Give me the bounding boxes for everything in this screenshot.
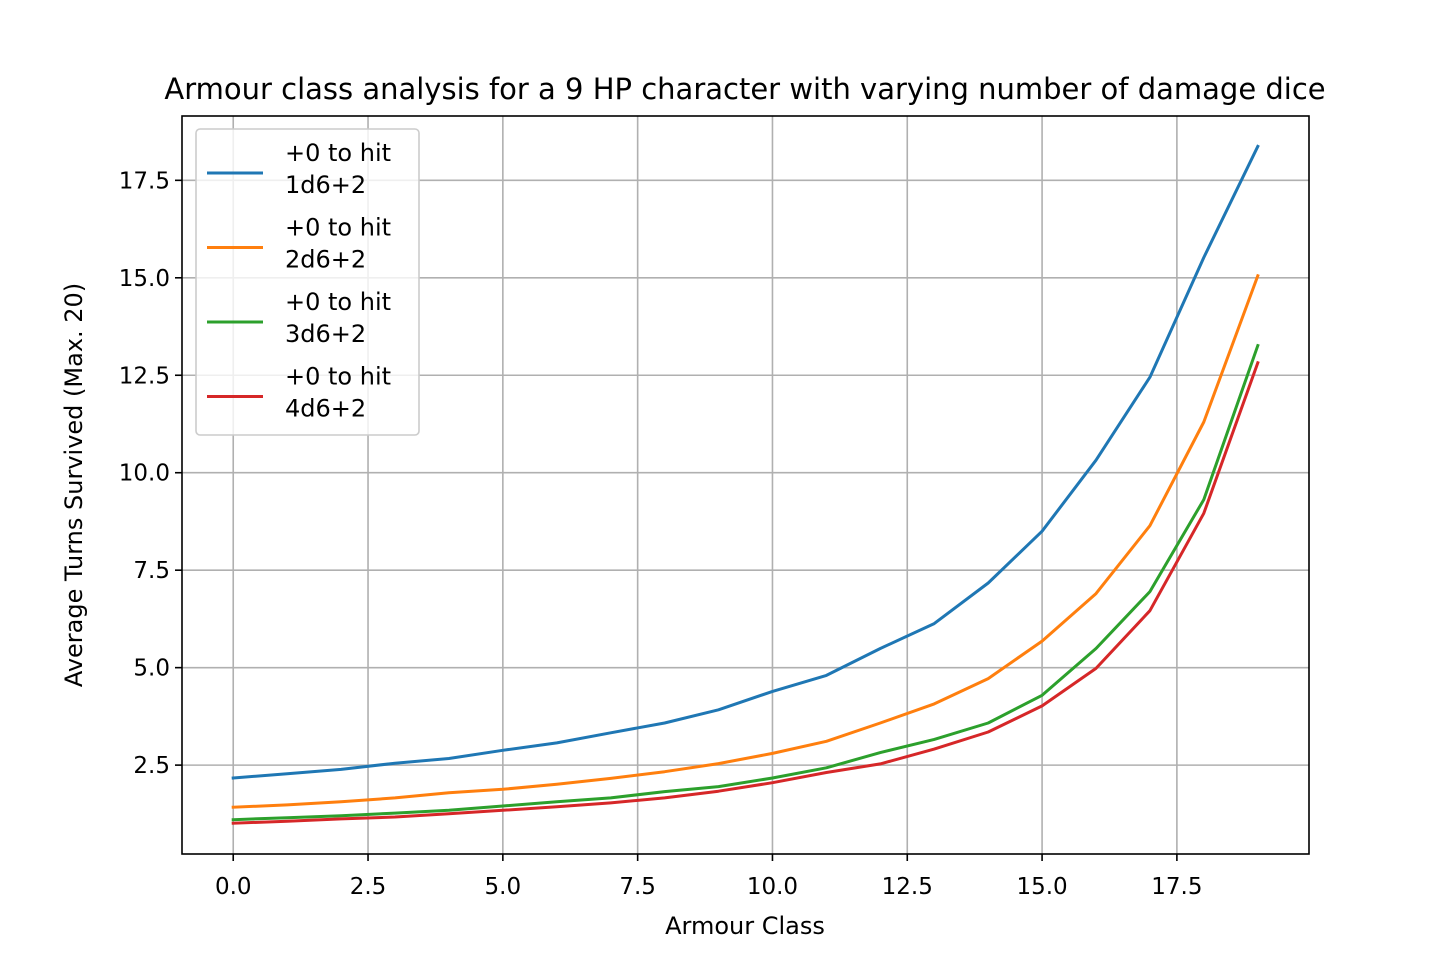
y-tick-label: 2.5 [133, 753, 170, 779]
legend-label: 1d6+2 [285, 171, 366, 199]
series-line-2 [231, 273, 1260, 809]
x-tick-label: 7.5 [619, 874, 656, 900]
series-line-1 [231, 144, 1260, 780]
y-tick-label: 10.0 [119, 461, 170, 487]
x-tick-label: 17.5 [1151, 874, 1202, 900]
legend-label: +0 to hit [285, 363, 391, 391]
legend-label: +0 to hit [285, 214, 391, 242]
legend-label: 3d6+2 [285, 320, 366, 348]
y-tick-label: 12.5 [119, 363, 170, 389]
legend: +0 to hit 1d6+2 +0 to hit 2d6+2 +0 to hit 3d6… [195, 128, 420, 436]
x-tick-label: 5.0 [485, 874, 522, 900]
legend-label: +0 to hit [285, 139, 391, 167]
series-line-3 [231, 343, 1260, 822]
x-tick-label: 0.0 [215, 874, 252, 900]
x-tick-label: 15.0 [1016, 874, 1067, 900]
x-tick-label: 10.0 [747, 874, 798, 900]
x-axis-label: Armour Class [665, 912, 825, 940]
x-tick-label: 12.5 [882, 874, 933, 900]
y-tick-label: 15.0 [119, 266, 170, 292]
series-lines [231, 144, 1260, 825]
y-tick-label: 5.0 [133, 656, 170, 682]
axis-ticks: 0.0 2.5 5.0 7.5 10.0 12.5 15.0 17.5 2.5 5.0 7.5 10.… [119, 168, 1203, 900]
x-tick-label: 2.5 [350, 874, 387, 900]
legend-label: +0 to hit [285, 288, 391, 316]
legend-box [195, 128, 420, 436]
series-line-4 [231, 360, 1260, 825]
y-axis-label: Average Turns Survived (Max. 20) [60, 283, 88, 687]
y-tick-label: 7.5 [133, 558, 170, 584]
y-tick-label: 17.5 [119, 168, 170, 194]
legend-label: 2d6+2 [285, 246, 366, 274]
plot-frame [181, 115, 1310, 855]
legend-label: 4d6+2 [285, 395, 366, 423]
chart-title: Armour class analysis for a 9 HP charact… [164, 72, 1325, 106]
